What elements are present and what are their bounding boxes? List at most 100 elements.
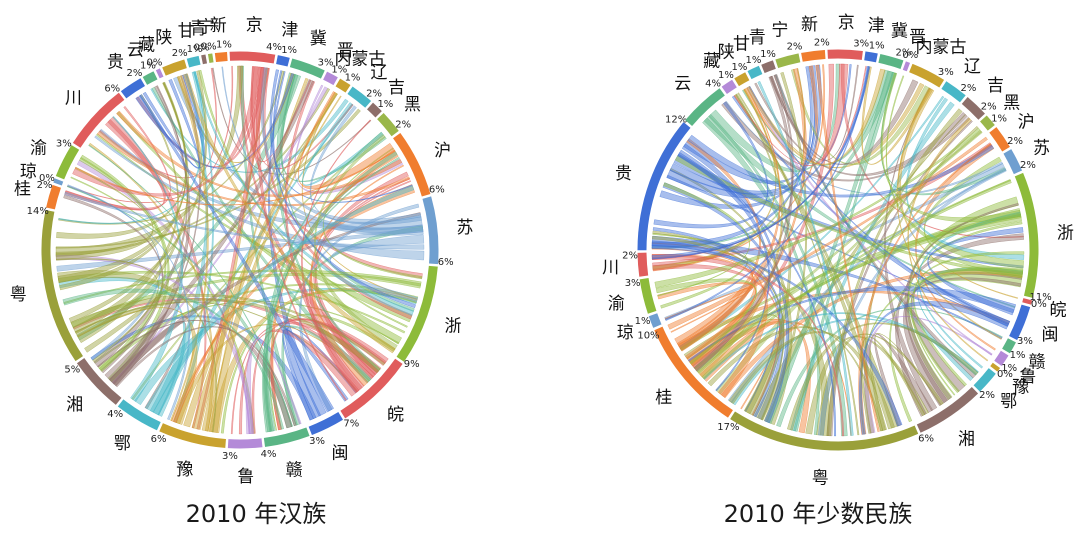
han-ribbon (173, 154, 399, 423)
minority-ribbon (652, 236, 785, 421)
minority-segment-label: 闽 (1041, 325, 1058, 345)
han-ribbon (183, 73, 396, 354)
minority-ribbon (653, 101, 769, 229)
minority-ribbon (651, 235, 1003, 340)
han-ribbon (170, 75, 209, 422)
han-segment-label: 浙 (444, 317, 461, 337)
minority-ribbon (674, 138, 761, 345)
minority-ribbon (765, 70, 894, 424)
han-pct-label: 14% (27, 206, 49, 217)
minority-segment-label: 青 (749, 28, 766, 48)
han-ribbon (207, 95, 342, 433)
minority-segment-label: 皖 (1050, 301, 1067, 321)
minority-arc-18 (730, 411, 919, 451)
minority-segment-label: 沪 (1018, 112, 1035, 132)
han-segment-label: 冀 (310, 29, 327, 49)
han-pct-label: 4% (261, 449, 277, 460)
minority-ribbon (910, 266, 1024, 394)
han-pct-label: 2% (366, 89, 382, 100)
han-ribbon (240, 65, 423, 279)
han-segment-label: 琼 (20, 162, 37, 182)
minority-pct-label: 2% (814, 38, 830, 49)
han-pct-label: 6% (429, 184, 445, 195)
minority-ribbon (793, 71, 897, 432)
han-arc-10 (396, 265, 438, 362)
han-arc-11 (340, 358, 403, 419)
han-pct-label: 6% (104, 83, 120, 94)
minority-ribbon (652, 232, 748, 309)
minority-ribbon (826, 120, 973, 437)
han-arc-18 (41, 209, 83, 362)
minority-ribbon (662, 182, 790, 424)
han-pct-label: 4% (266, 42, 282, 53)
minority-arc-27 (747, 65, 763, 80)
minority-ribbon (688, 318, 811, 434)
han-ribbon (55, 108, 361, 249)
minority-ribbon (654, 127, 981, 289)
han-segment-label: 内蒙古 (334, 49, 385, 69)
minority-arc-30 (801, 49, 826, 62)
han-arc-9 (422, 196, 439, 265)
han-arc-1 (276, 55, 290, 67)
minority-ribbon (815, 64, 880, 432)
han-pct-label: 3% (222, 451, 238, 462)
minority-ribbon (708, 113, 848, 437)
han-ribbon (272, 70, 416, 309)
minority-ribbon (889, 274, 1023, 423)
minority-ribbon (699, 319, 783, 410)
minority-ribbon (858, 143, 992, 435)
han-arc-28 (201, 54, 208, 65)
minority-ribbon (880, 72, 1022, 223)
han-arc-2 (289, 58, 325, 79)
minority-ribbon (728, 331, 895, 430)
minority-arc-17 (916, 387, 979, 433)
minority-segment-label: 浙 (1057, 223, 1074, 243)
han-segment-label: 渝 (30, 139, 47, 159)
minority-arc-2 (878, 54, 904, 69)
minority-arc-16 (973, 368, 996, 392)
han-arc-19 (46, 184, 61, 210)
minority-segment-label: 陕 (718, 42, 735, 62)
han-pct-label: 1% (331, 65, 347, 76)
minority-arc-6 (961, 97, 985, 120)
minority-ribbon (701, 179, 1012, 380)
minority-ribbon (860, 336, 926, 434)
minority-arc-9 (1003, 149, 1023, 175)
minority-segment-label: 云 (674, 74, 691, 94)
minority-pct-label: 17% (717, 422, 739, 433)
minority-ribbon (859, 301, 1011, 435)
han-ribbon (79, 156, 167, 372)
minority-ribbon (695, 129, 983, 374)
minority-ribbon (903, 277, 1022, 407)
minority-pct-label: 1% (1001, 363, 1017, 374)
han-ribbon (144, 185, 415, 413)
minority-arc-29 (775, 53, 801, 69)
han-segment-label: 甘 (178, 22, 195, 42)
minority-pct-label: 2% (787, 42, 803, 53)
minority-ribbon (769, 75, 919, 166)
minority-pct-label: 2% (1020, 160, 1036, 171)
minority-segment-label: 新 (801, 15, 818, 35)
han-pct-label: 0% (194, 43, 210, 54)
han-ribbon (212, 67, 372, 175)
han-ribbon (208, 77, 309, 432)
minority-arc-0 (827, 49, 863, 60)
han-arc-23 (120, 78, 145, 99)
minority-arc-26 (734, 72, 750, 87)
han-arc-27 (186, 55, 201, 68)
minority-pct-label: 2% (979, 390, 995, 401)
han-pct-label: 1% (140, 61, 156, 72)
han-pct-label: 0% (39, 173, 55, 184)
minority-pct-label: 2% (960, 83, 976, 94)
minority-ribbon (913, 251, 1025, 387)
han-segment-label: 沪 (434, 141, 451, 161)
minority-ribbon (652, 64, 825, 272)
minority-ribbon (880, 72, 1007, 196)
han-ribbons (55, 65, 425, 435)
han-arc-29 (207, 53, 214, 63)
han-pct-label: 6% (151, 434, 167, 445)
han-ribbon (138, 94, 335, 413)
minority-segment-label: 川 (602, 258, 619, 278)
minority-ribbon (907, 117, 989, 362)
